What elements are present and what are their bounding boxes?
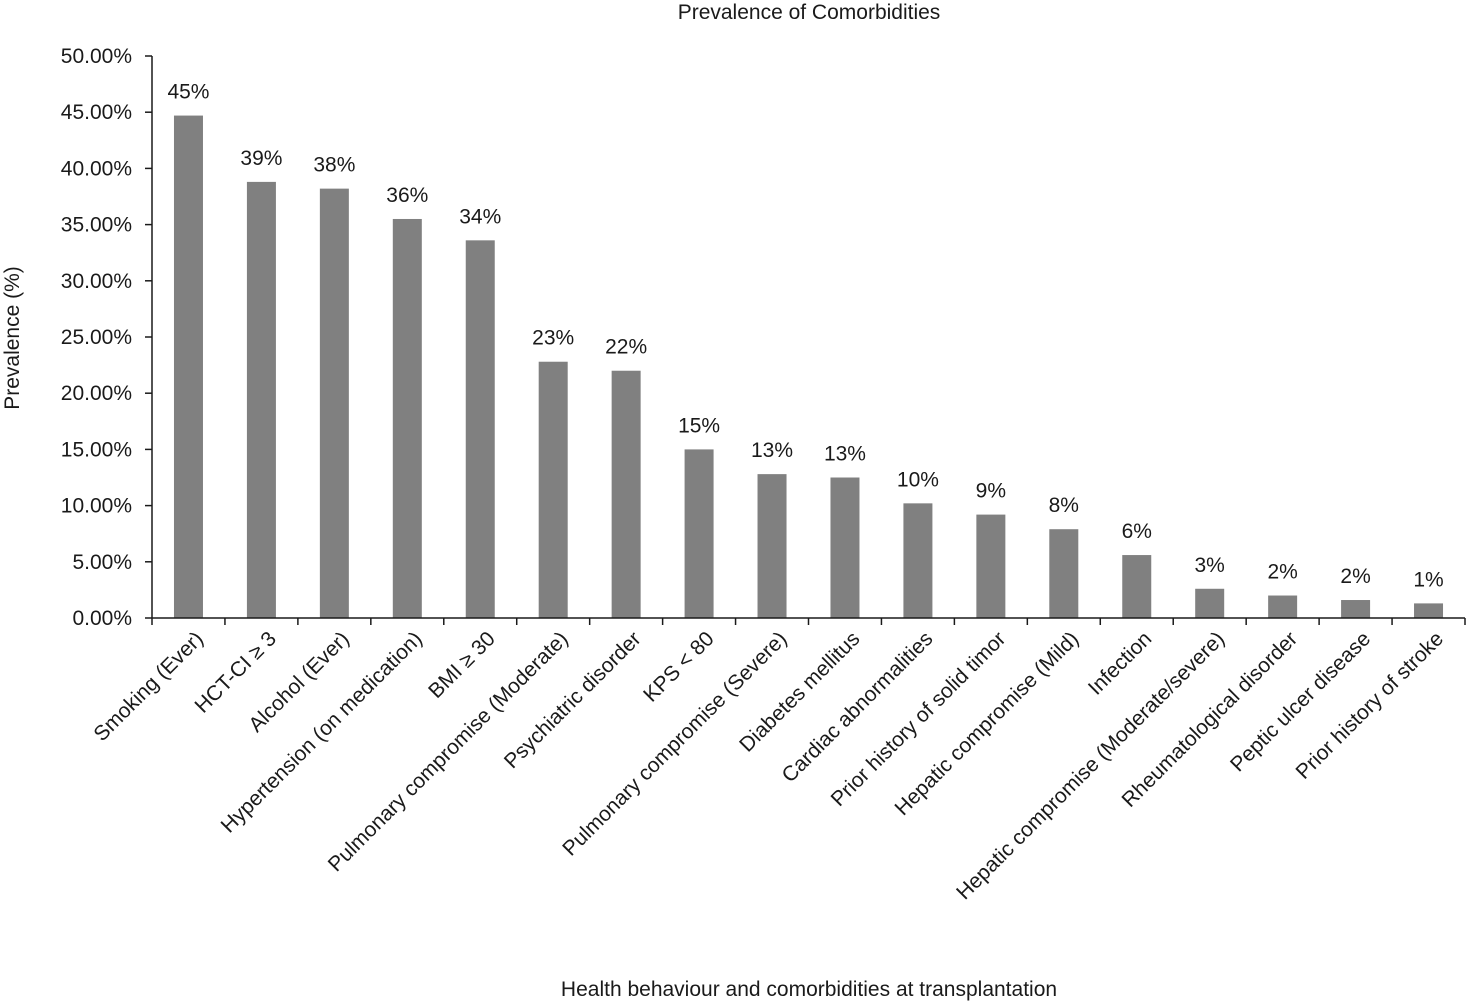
bar [1122, 555, 1152, 618]
bar-data-label: 3% [1195, 554, 1225, 577]
x-axis-label: Health behaviour and comorbidities at tr… [561, 978, 1057, 1001]
bar-data-label: 13% [751, 439, 793, 462]
y-tick-label: 45.00% [61, 101, 132, 124]
bar [757, 474, 787, 618]
data-labels: 45% 39% 38% 36% 34% 23% 22% 15% 13% 13% 10% 9% 8% 6% 3… [167, 81, 1443, 592]
x-tick-label: Smoking (Ever) [89, 627, 208, 746]
x-tick-label: BMI ≥ 30 [424, 627, 500, 703]
bar-data-label: 45% [167, 81, 209, 104]
bar [684, 449, 714, 618]
bar [319, 188, 349, 618]
bar-data-label: 15% [678, 414, 720, 437]
bar [465, 240, 495, 618]
bar-data-label: 9% [976, 480, 1006, 503]
x-tick-label: Psychiatric disorder [500, 627, 646, 773]
y-tick-label: 0.00% [72, 607, 132, 630]
x-tick-label: Hepatic compromise (Moderate/severe) [952, 627, 1229, 904]
bar-data-label: 2% [1340, 565, 1370, 588]
bar [1049, 529, 1079, 618]
bar [246, 181, 276, 618]
bar-data-label: 6% [1122, 520, 1152, 543]
bar-data-label: 8% [1049, 494, 1079, 517]
bar-data-label: 13% [824, 443, 866, 466]
x-tick-label: Peptic ulcer disease [1226, 627, 1375, 776]
bar [830, 477, 860, 618]
y-tick-label: 10.00% [61, 495, 132, 518]
y-tick-label: 15.00% [61, 438, 132, 461]
y-tick-label: 25.00% [61, 326, 132, 349]
bar-data-label: 10% [897, 468, 939, 491]
bar-data-label: 38% [313, 154, 355, 177]
x-tick-label: Infection [1084, 627, 1156, 699]
bar [392, 218, 422, 619]
y-tick-label: 35.00% [61, 214, 132, 237]
y-tick-label: 5.00% [72, 551, 132, 574]
y-tick-label: 50.00% [61, 45, 132, 68]
bar [173, 115, 203, 619]
bar-data-label: 2% [1267, 561, 1297, 584]
bar-data-label: 22% [605, 336, 647, 359]
y-axis-label: Prevalence (%) [1, 266, 24, 410]
chart-title: Prevalence of Comorbidities [678, 1, 941, 24]
bar [538, 361, 568, 618]
bar [976, 514, 1006, 618]
bar-data-label: 34% [459, 205, 501, 228]
bar [903, 503, 933, 618]
bar-data-label: 1% [1413, 568, 1443, 591]
bar-data-label: 23% [532, 327, 574, 350]
bar [1341, 600, 1371, 618]
bar-data-label: 39% [240, 147, 282, 170]
bars [173, 115, 1444, 619]
y-tick-label: 30.00% [61, 270, 132, 293]
y-tick-label: 20.00% [61, 382, 132, 405]
x-tick-label: Prior history of stroke [1292, 627, 1449, 784]
bar [1195, 588, 1225, 618]
bar-data-label: 36% [386, 184, 428, 207]
bar [611, 370, 641, 618]
y-tick-label: 40.00% [61, 157, 132, 180]
bar [1414, 603, 1444, 618]
bar [1268, 595, 1298, 618]
y-axis-ticks: 0.00% 5.00% 10.00% 15.00% 20.00% 25.00% 30.00%… [61, 45, 152, 630]
